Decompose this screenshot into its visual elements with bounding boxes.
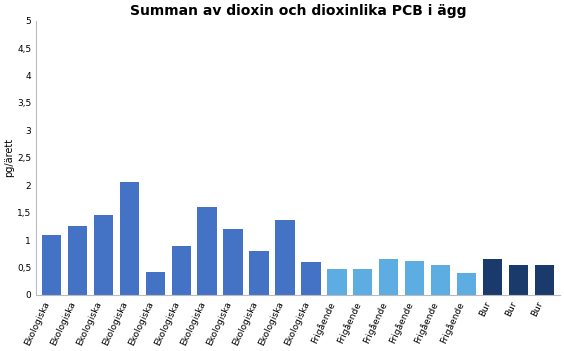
Title: Summan av dioxin och dioxinlika PCB i ägg: Summan av dioxin och dioxinlika PCB i äg… bbox=[130, 4, 466, 18]
Bar bbox=[379, 259, 398, 295]
Bar bbox=[146, 272, 165, 295]
Bar bbox=[431, 265, 450, 295]
Bar bbox=[223, 229, 243, 295]
Bar bbox=[120, 183, 139, 295]
Bar bbox=[483, 259, 502, 295]
Bar bbox=[535, 265, 554, 295]
Y-axis label: pg/ärett: pg/ärett bbox=[4, 138, 14, 177]
Bar bbox=[275, 220, 295, 295]
Bar bbox=[457, 273, 476, 295]
Bar bbox=[171, 246, 191, 295]
Bar bbox=[353, 269, 372, 295]
Bar bbox=[68, 226, 87, 295]
Bar bbox=[405, 261, 424, 295]
Bar bbox=[42, 234, 61, 295]
Bar bbox=[197, 207, 217, 295]
Bar bbox=[509, 265, 528, 295]
Bar bbox=[249, 251, 269, 295]
Bar bbox=[94, 216, 113, 295]
Bar bbox=[301, 262, 320, 295]
Bar bbox=[327, 269, 346, 295]
